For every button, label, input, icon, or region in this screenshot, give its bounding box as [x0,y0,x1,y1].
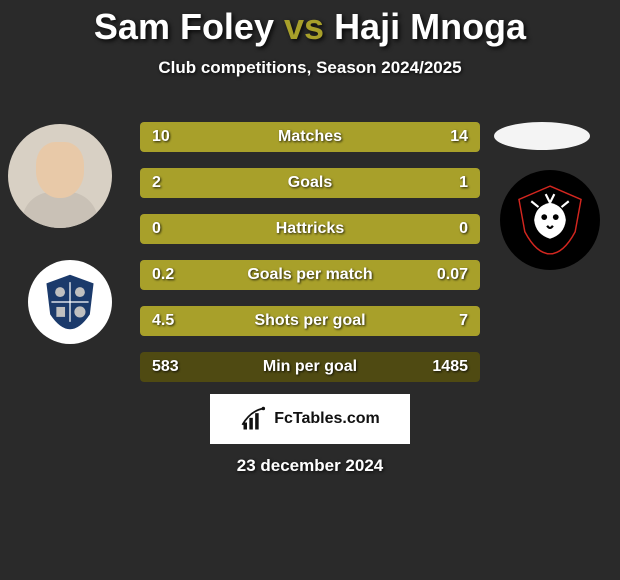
stat-row-min-per-goal: 583 Min per goal 1485 [140,352,480,382]
stats-table: 10 Matches 14 2 Goals 1 0 Hattricks 0 0.… [140,122,480,398]
player-right-photo [494,122,590,150]
brand-attribution: FcTables.com [210,394,410,444]
stat-right-value: 14 [408,128,468,146]
brand-text: FcTables.com [274,410,380,428]
stat-right-value: 1485 [408,358,468,376]
stat-row-hattricks: 0 Hattricks 0 [140,214,480,244]
footer-date: 23 december 2024 [0,456,620,476]
club-left-badge [28,260,112,344]
subtitle: Club competitions, Season 2024/2025 [0,58,620,78]
stat-row-goals: 2 Goals 1 [140,168,480,198]
stat-row-matches: 10 Matches 14 [140,122,480,152]
comparison-title: Sam Foley vs Haji Mnoga [0,0,620,48]
stat-left-value: 4.5 [152,312,212,330]
stat-right-value: 1 [408,174,468,192]
club-right-crest-icon [514,184,586,256]
stat-left-value: 0 [152,220,212,238]
stat-right-value: 0.07 [408,266,468,284]
stat-row-goals-per-match: 0.2 Goals per match 0.07 [140,260,480,290]
stat-left-value: 2 [152,174,212,192]
stat-row-shots-per-goal: 4.5 Shots per goal 7 [140,306,480,336]
stat-right-value: 7 [408,312,468,330]
title-vs: vs [284,6,324,47]
stat-left-value: 10 [152,128,212,146]
title-player-right: Haji Mnoga [334,6,526,47]
player-left-photo [8,124,112,228]
club-left-crest-icon [39,271,101,333]
title-player-left: Sam Foley [94,6,274,47]
stat-right-value: 0 [408,220,468,238]
stat-left-value: 0.2 [152,266,212,284]
club-right-badge [500,170,600,270]
brand-logo-icon [240,405,268,433]
stat-left-value: 583 [152,358,212,376]
